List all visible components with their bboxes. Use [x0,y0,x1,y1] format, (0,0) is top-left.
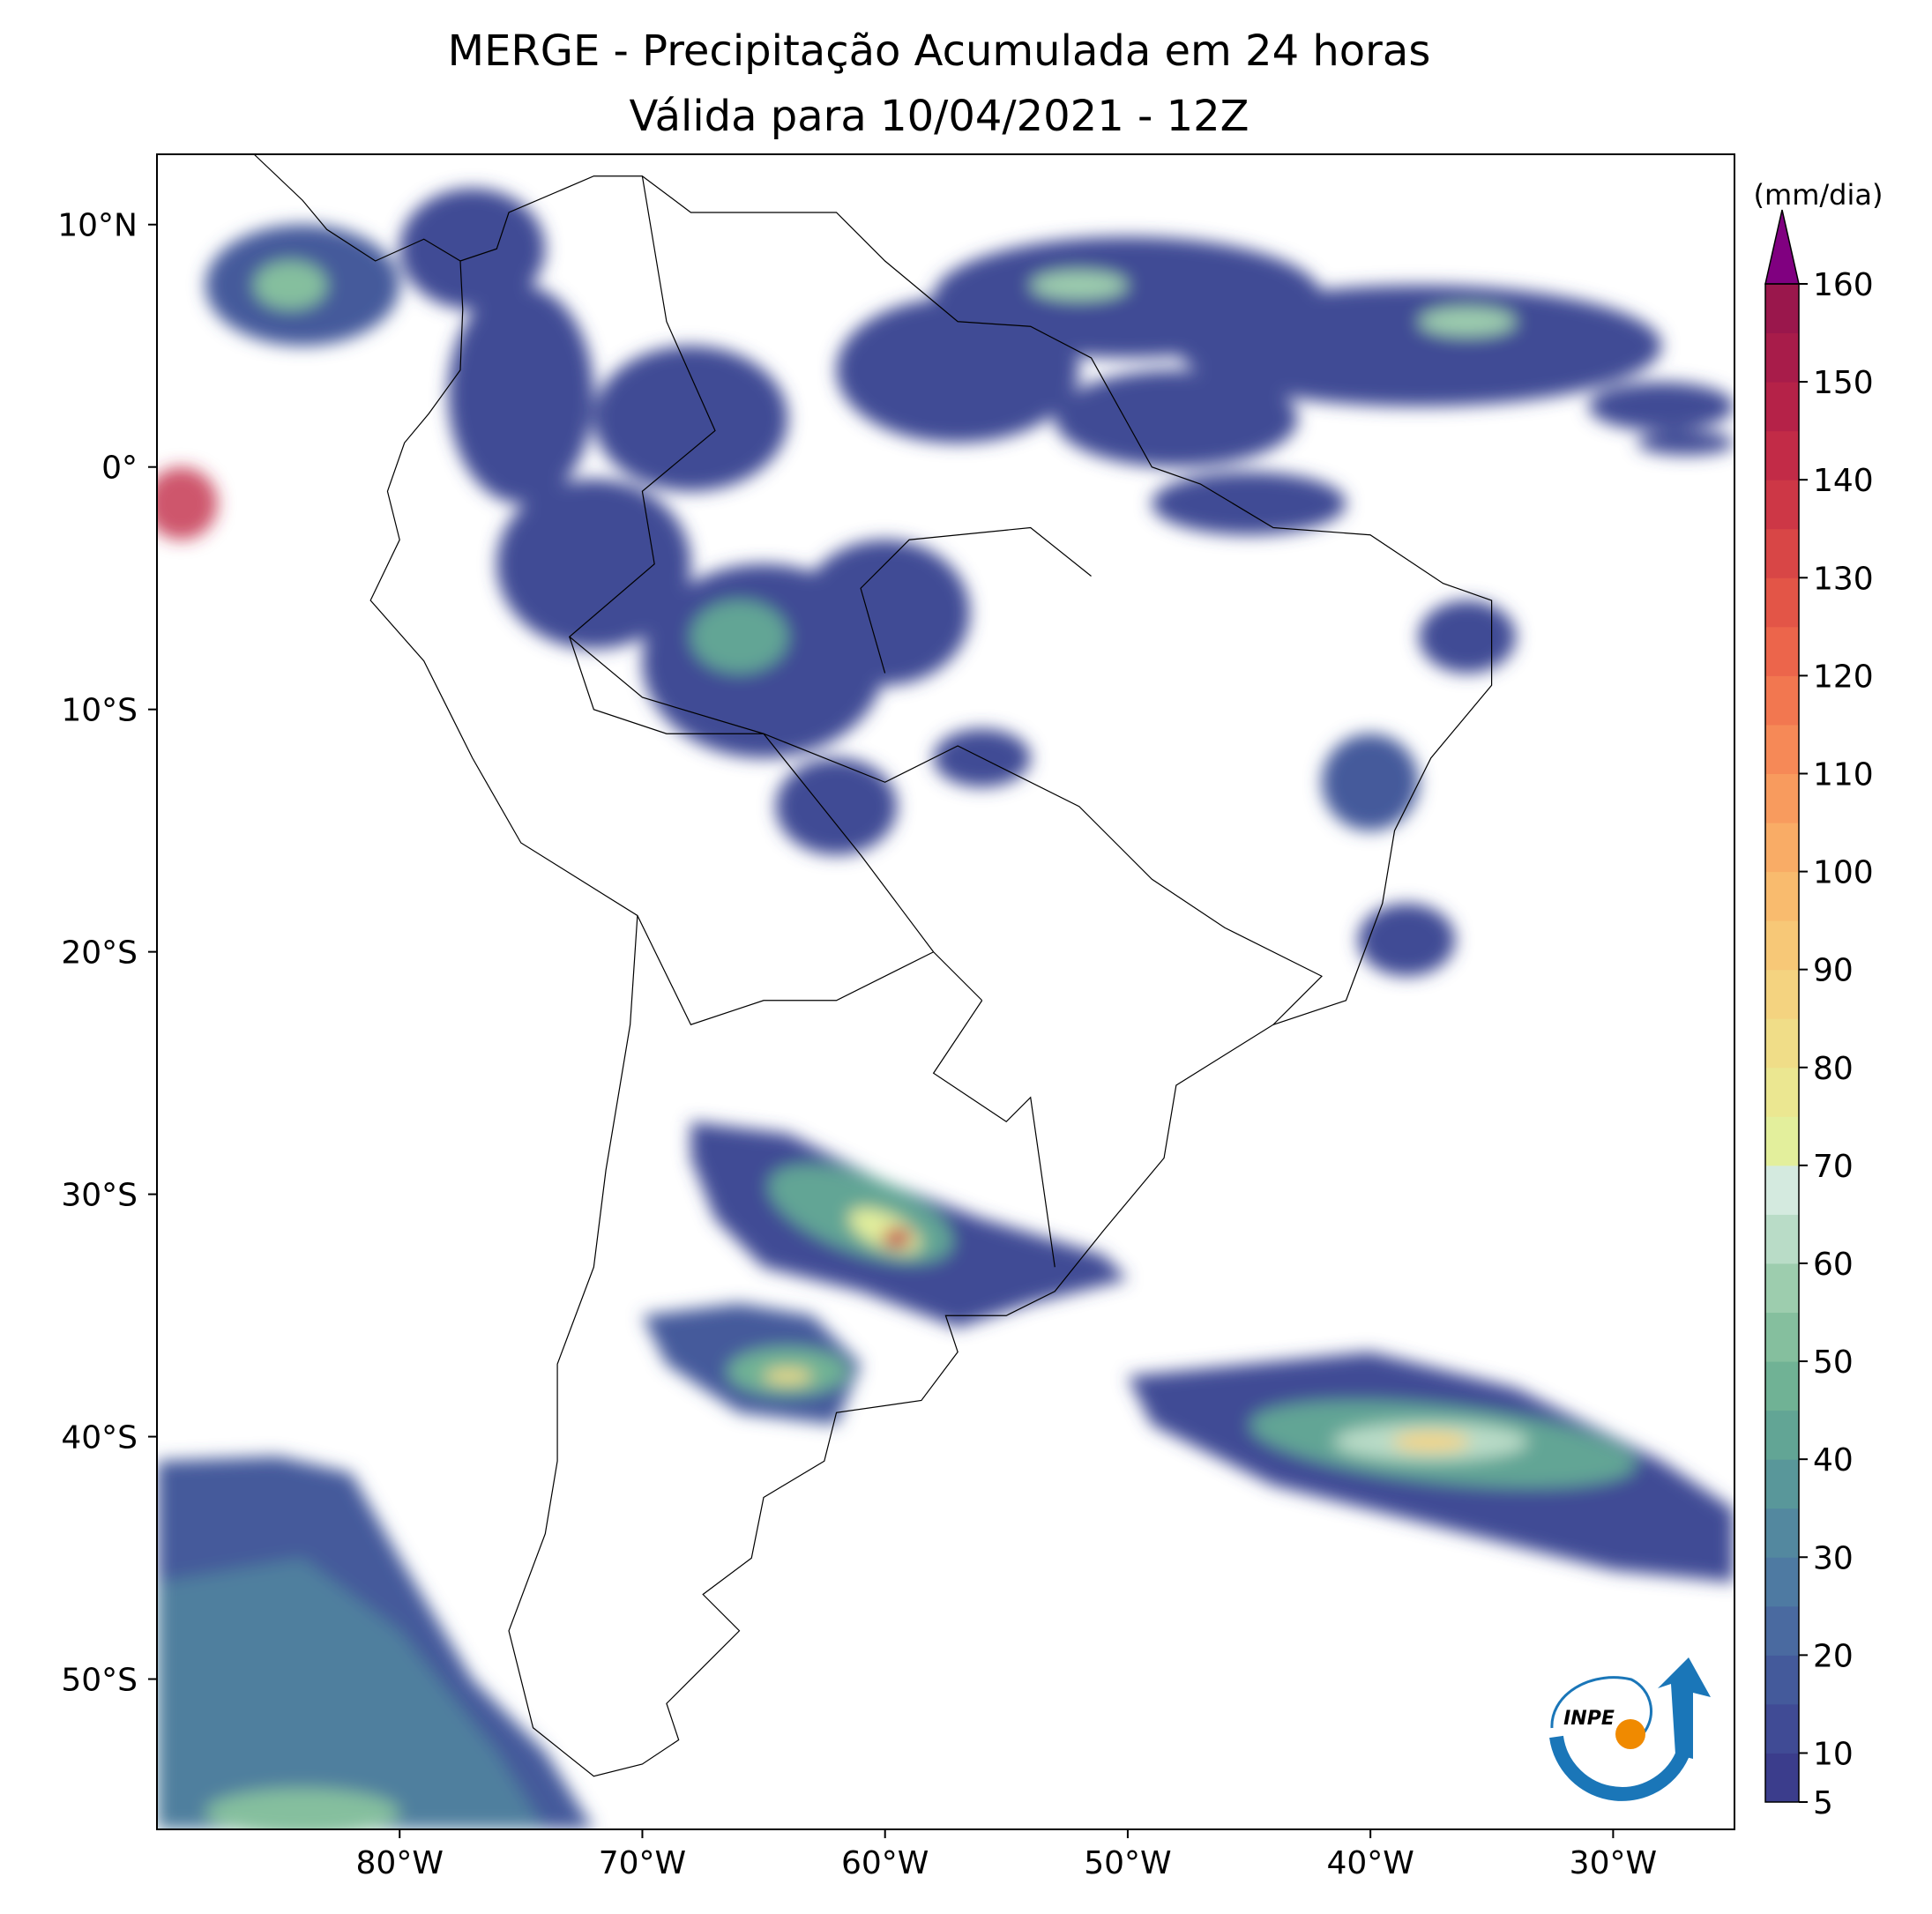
colorbar-band [1765,675,1799,726]
map-frame [156,153,1735,1830]
colorbar-band [1765,1116,1799,1166]
subtitle: Válida para 10/04/2021 - 12Z [629,92,1249,141]
coastline [254,154,1492,1776]
colorbar-band [1765,626,1799,676]
colorbar-band [1765,1262,1799,1314]
colorbar-band [1765,1067,1799,1117]
colorbar-extend [1764,209,1800,285]
colorbar-tick-label: 5 [1813,1785,1833,1821]
colorbar-label: (mm/dia) [1754,178,1884,212]
colorbar-band [1765,1703,1799,1754]
colorbar-tick-label: 140 [1813,463,1874,499]
x-tick-label: 30°W [1570,1845,1657,1881]
x-tick-label: 70°W [599,1845,686,1881]
colorbar-band [1765,1018,1799,1069]
colorbar-tick-label: 10 [1813,1736,1854,1772]
colorbar-tick-label: 110 [1813,756,1874,793]
y-tick-label: 0° [101,451,138,487]
colorbar-band [1765,528,1799,578]
colorbar-band [1765,577,1799,628]
colorbar-band [1765,430,1799,480]
colorbar-tick-label: 130 [1813,561,1874,597]
colorbar-band [1765,1214,1799,1264]
x-tick-label: 50°W [1084,1845,1171,1881]
colorbar-band [1765,1165,1799,1215]
colorbar-tick-label: 70 [1813,1149,1854,1185]
y-tick-label: 40°S [61,1420,138,1456]
colorbar-band [1765,871,1799,921]
colorbar-band [1765,1605,1799,1656]
title: MERGE - Precipitação Acumulada em 24 hor… [448,26,1431,76]
y-tick-label: 20°S [61,935,138,972]
colorbar-tick-label: 160 [1813,267,1874,303]
colorbar-tick-label: 90 [1813,953,1854,989]
colorbar-band [1765,1459,1799,1509]
colorbar-band [1765,969,1799,1019]
colorbar-band [1765,920,1799,971]
logo-text: INPE [1563,1708,1615,1730]
colorbar-tick-label: 150 [1813,365,1874,401]
x-tick-label: 80°W [356,1845,444,1881]
colorbar-band [1765,773,1799,823]
logo: INPE [1549,1657,1711,1801]
x-tick-label: 40°W [1326,1845,1414,1881]
colorbar-tick-label: 60 [1813,1247,1854,1283]
y-tick-label: 30°S [61,1178,138,1214]
map-area [157,154,1734,1829]
colorbar-band [1765,284,1799,334]
colorbar-band [1765,823,1799,873]
colorbar-tick-label: 80 [1813,1051,1854,1087]
x-axis: 80°W 70°W 60°W 50°W 40°W 30°W [356,1829,1657,1881]
colorbar-tick-label: 50 [1813,1344,1854,1381]
colorbar-band [1765,382,1799,432]
x-tick-label: 60°W [841,1845,929,1881]
colorbar-frame [1764,283,1800,1803]
colorbar-band [1765,1655,1799,1705]
colorbar-tick-label: 30 [1813,1540,1854,1576]
colorbar-band [1765,1508,1799,1558]
colorbar-band [1765,1753,1799,1803]
precipitation-field [157,188,1734,1829]
colorbar-tick-label: 40 [1813,1442,1854,1478]
colorbar-band [1765,1410,1799,1460]
colorbar-tick-label: 120 [1813,659,1874,695]
y-tick-label: 10°S [61,693,138,729]
colorbar: 5 10 20 30 40 50 60 70 80 90 100 110 120 130 140 150 160 [1764,209,1874,1821]
y-axis: 10°N 0° 10°S 20°S 30°S 40°S 50°S [57,208,157,1699]
colorbar-band [1765,724,1799,774]
colorbar-band [1765,332,1799,383]
colorbar-tick-label: 20 [1813,1638,1854,1674]
y-tick-label: 10°N [57,208,138,244]
colorbar-band [1765,1312,1799,1362]
colorbar-band [1765,1557,1799,1607]
colorbar-band [1765,480,1799,530]
y-tick-label: 50°S [61,1663,138,1699]
colorbar-band [1765,1361,1799,1411]
colorbar-tick-label: 100 [1813,855,1874,891]
